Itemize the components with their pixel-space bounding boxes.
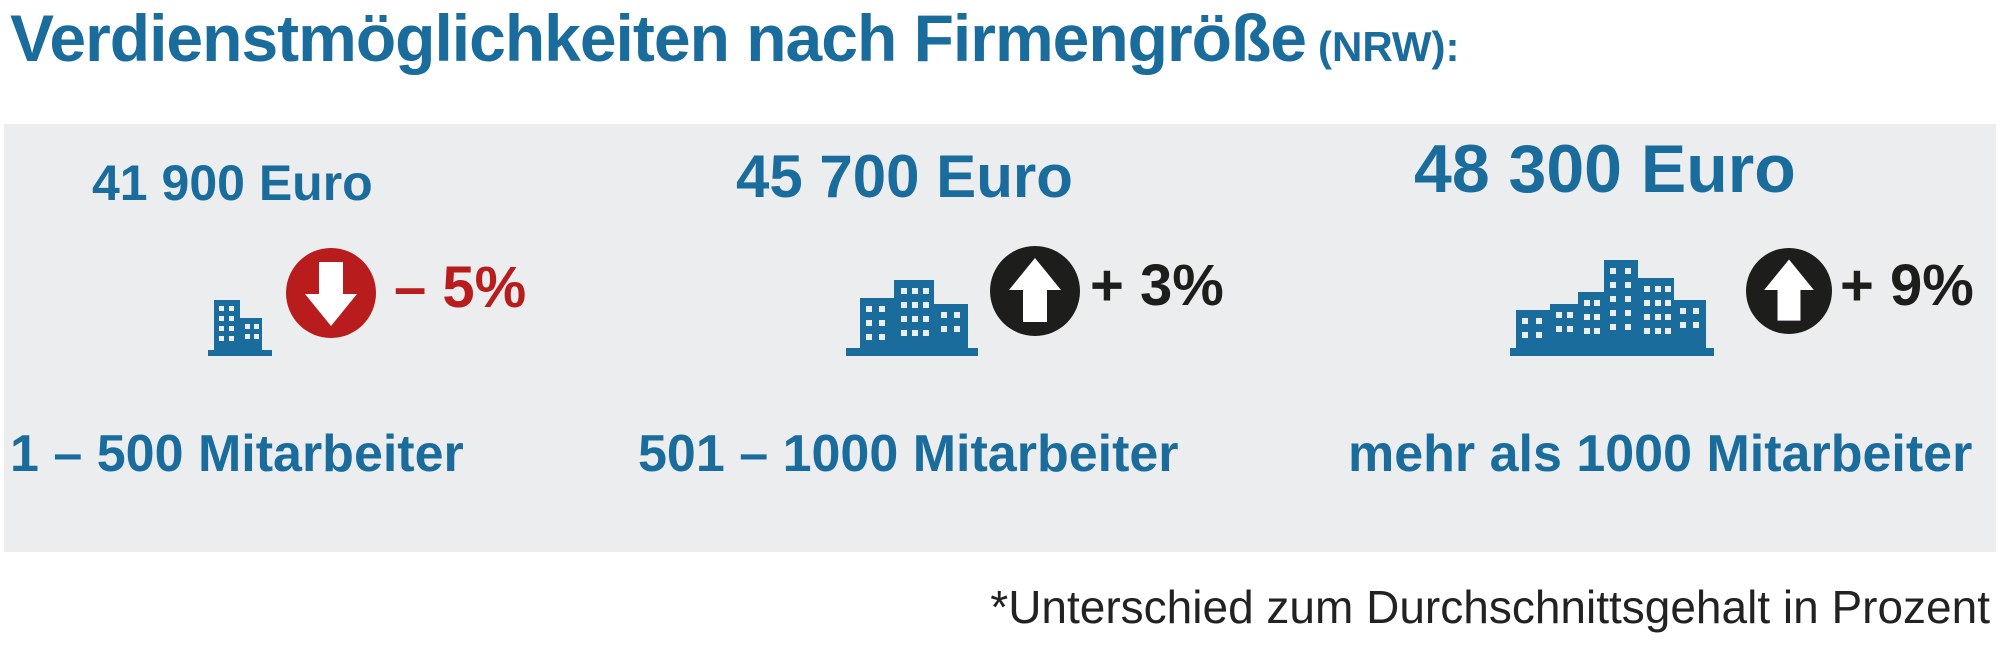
salary-amount: 45 700 Euro [736, 143, 1073, 210]
medium-building-icon [846, 280, 978, 356]
comparison-panel: 41 900 Euro – 5% 1 – 500 Mitarbeiter 45 … [4, 124, 1996, 552]
employee-range-label: 1 – 500 Mitarbeiter [10, 425, 464, 483]
salary-amount: 48 300 Euro [1414, 131, 1796, 207]
small-building-icon [208, 300, 272, 356]
salary-amount: 41 900 Euro [92, 155, 373, 211]
percent-change: + 9% [1840, 253, 1974, 318]
percent-change: – 5% [394, 255, 527, 320]
group-small-company: 41 900 Euro – 5% 1 – 500 Mitarbeiter [4, 124, 624, 552]
percent-change: + 3% [1090, 253, 1224, 318]
employee-range-label: 501 – 1000 Mitarbeiter [638, 425, 1179, 483]
page-title: Verdienstmöglichkeiten nach Firmengröße … [10, 0, 1460, 95]
arrow-up-icon [990, 246, 1080, 336]
arrow-up-icon [1746, 248, 1832, 334]
large-building-icon [1510, 260, 1714, 356]
footnote: *Unterschied zum Durchschnittsgehalt in … [990, 581, 1990, 633]
title-region: (NRW): [1318, 23, 1460, 70]
arrow-down-icon [286, 248, 376, 338]
employee-range-label: mehr als 1000 Mitarbeiter [1348, 425, 1973, 483]
title-text: Verdienstmöglichkeiten nach Firmengröße [10, 1, 1307, 75]
group-large-company: 48 300 Euro [1304, 124, 1996, 552]
group-medium-company: 45 700 Euro + 3% 501 – 1000 Mitarbe [624, 124, 1304, 552]
